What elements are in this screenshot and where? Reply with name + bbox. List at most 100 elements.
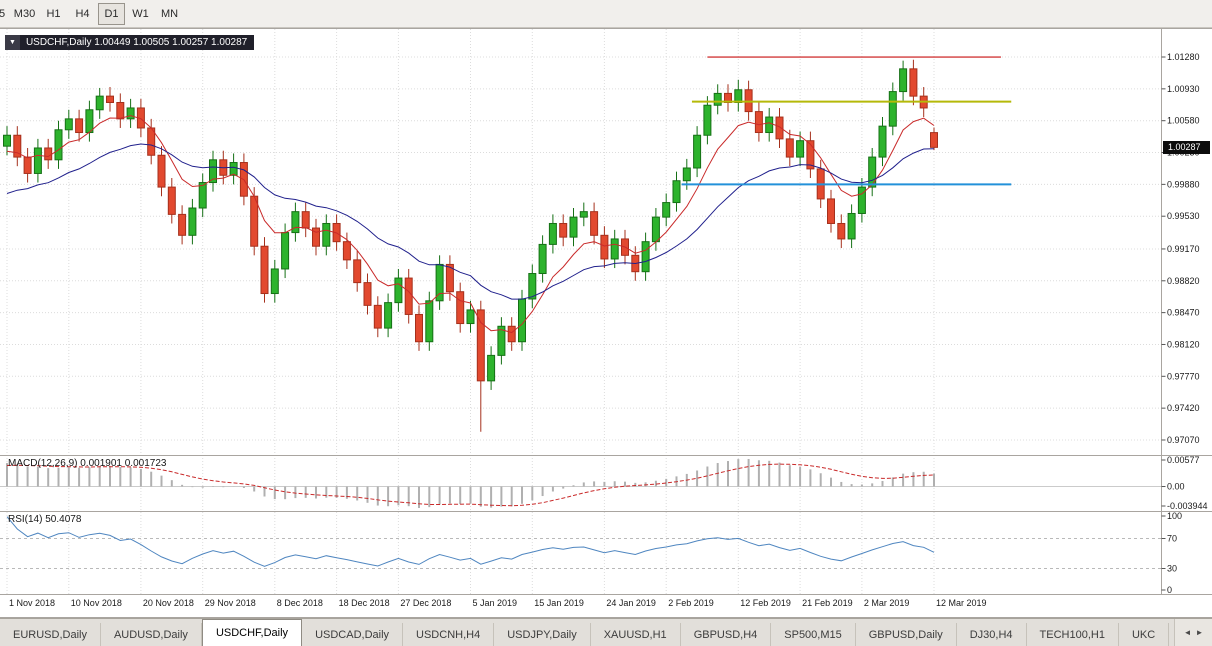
candle[interactable] — [538, 235, 547, 283]
candle[interactable] — [404, 268, 413, 324]
candle[interactable] — [291, 202, 300, 242]
chart-tab-ukc[interactable]: UKC — [1119, 623, 1170, 646]
candle[interactable] — [754, 102, 763, 142]
candle[interactable] — [229, 153, 238, 185]
candle[interactable] — [260, 237, 269, 303]
candle[interactable] — [487, 346, 496, 390]
candle[interactable] — [425, 291, 434, 351]
candle[interactable] — [3, 126, 11, 156]
scroll-left-icon[interactable]: ◄ — [1183, 628, 1192, 637]
candle[interactable] — [466, 300, 475, 333]
chart-tab-usdcnh-h4[interactable]: USDCNH,H4 — [403, 623, 495, 646]
timeframe-button-h4[interactable]: H4 — [75, 7, 90, 20]
candle[interactable] — [23, 147, 32, 183]
chart-tab-dj30-h4[interactable]: DJ30,H4 — [957, 623, 1027, 646]
candle[interactable] — [600, 226, 609, 269]
candle[interactable] — [579, 202, 588, 227]
candle[interactable] — [930, 127, 938, 151]
candle[interactable] — [456, 282, 465, 333]
chart-canvas[interactable]: 1.012801.009301.005801.002300.998800.995… — [0, 28, 1212, 618]
candle[interactable] — [857, 178, 866, 223]
candle[interactable] — [528, 264, 537, 309]
candle[interactable] — [827, 189, 835, 233]
candle[interactable] — [342, 232, 351, 269]
candle[interactable] — [878, 117, 887, 167]
candle[interactable] — [507, 317, 516, 351]
candle[interactable] — [322, 214, 331, 256]
candle[interactable] — [590, 202, 599, 245]
candle[interactable] — [724, 84, 732, 112]
candle[interactable] — [373, 296, 382, 338]
candle[interactable] — [188, 198, 197, 245]
candle[interactable] — [85, 100, 94, 142]
candle[interactable] — [497, 317, 506, 365]
chart-tab-usdcad-daily[interactable]: USDCAD,Daily — [302, 623, 404, 646]
candle[interactable] — [95, 87, 104, 119]
candle[interactable] — [75, 109, 84, 142]
candle[interactable] — [693, 126, 702, 178]
candle[interactable] — [703, 96, 712, 145]
candle[interactable] — [785, 129, 794, 167]
candle[interactable] — [301, 202, 310, 238]
candle[interactable] — [765, 107, 774, 142]
candle[interactable] — [178, 205, 187, 245]
candle[interactable] — [734, 79, 743, 112]
timeframe-button-mn[interactable]: MN — [160, 7, 179, 20]
candle[interactable] — [384, 293, 393, 338]
candle[interactable] — [394, 268, 403, 312]
candle[interactable] — [33, 138, 42, 183]
timeframe-button-d1[interactable]: D1 — [98, 2, 125, 25]
candle[interactable] — [662, 193, 671, 227]
candle[interactable] — [569, 208, 578, 247]
candle[interactable] — [445, 255, 454, 301]
candle[interactable] — [44, 138, 53, 169]
candle[interactable] — [13, 126, 22, 167]
candle[interactable] — [847, 204, 856, 249]
chart-tab-audusd-daily[interactable]: AUDUSD,Daily — [101, 623, 202, 646]
candle[interactable] — [167, 178, 176, 224]
candle[interactable] — [435, 255, 444, 310]
timeframe-button-5[interactable]: 5 — [0, 7, 6, 20]
candle[interactable] — [54, 120, 63, 169]
candle[interactable] — [888, 82, 897, 136]
chart-tab-eurusd-daily[interactable]: EURUSD,Daily — [0, 623, 101, 646]
chart-tab-gbpusd-daily[interactable]: GBPUSD,Daily — [856, 623, 957, 646]
candle[interactable] — [713, 84, 722, 115]
candle[interactable] — [610, 229, 619, 269]
candle[interactable] — [775, 107, 784, 148]
candle[interactable] — [209, 150, 217, 192]
candle[interactable] — [126, 98, 135, 128]
candle[interactable] — [806, 131, 815, 179]
chart-tab-tech100-h1[interactable]: TECH100,H1 — [1027, 623, 1119, 646]
candle[interactable] — [672, 171, 681, 212]
candle[interactable] — [868, 147, 877, 197]
chart-tab-usdjpy-daily[interactable]: USDJPY,Daily — [494, 623, 591, 646]
candle[interactable] — [476, 300, 485, 432]
candle[interactable] — [270, 259, 279, 303]
candle[interactable] — [837, 214, 846, 249]
candle[interactable] — [312, 218, 320, 256]
chevron-down-icon[interactable]: ▼ — [5, 35, 20, 50]
timeframe-button-h1[interactable]: H1 — [46, 7, 61, 20]
timeframe-button-m30[interactable]: M30 — [13, 7, 36, 20]
candle[interactable] — [909, 59, 918, 106]
chart-tab-sp500-m15[interactable]: SP500,M15 — [771, 623, 856, 646]
candle[interactable] — [198, 173, 207, 218]
candle[interactable] — [559, 214, 568, 247]
chart-tab-gbpusd-h4[interactable]: GBPUSD,H4 — [681, 623, 772, 646]
candle[interactable] — [64, 109, 73, 139]
candle[interactable] — [353, 250, 362, 292]
candle[interactable] — [116, 93, 125, 128]
candle[interactable] — [548, 214, 557, 254]
timeframe-button-w1[interactable]: W1 — [132, 7, 149, 20]
candle[interactable] — [641, 232, 650, 281]
scroll-right-icon[interactable]: ► — [1195, 628, 1204, 637]
candle[interactable] — [796, 131, 805, 167]
candle[interactable] — [157, 146, 166, 197]
candle[interactable] — [415, 305, 423, 351]
candle[interactable] — [899, 60, 908, 101]
chart-tab-usdchf-daily[interactable]: USDCHF,Daily — [201, 619, 303, 646]
candle[interactable] — [363, 273, 372, 315]
chart-tab-xauusd-h1[interactable]: XAUUSD,H1 — [591, 623, 681, 646]
candle[interactable] — [106, 87, 114, 112]
